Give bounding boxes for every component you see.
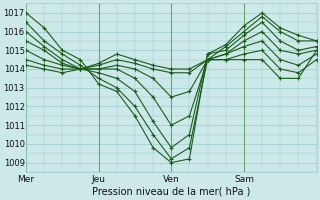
X-axis label: Pression niveau de la mer( hPa ): Pression niveau de la mer( hPa ) (92, 187, 251, 197)
